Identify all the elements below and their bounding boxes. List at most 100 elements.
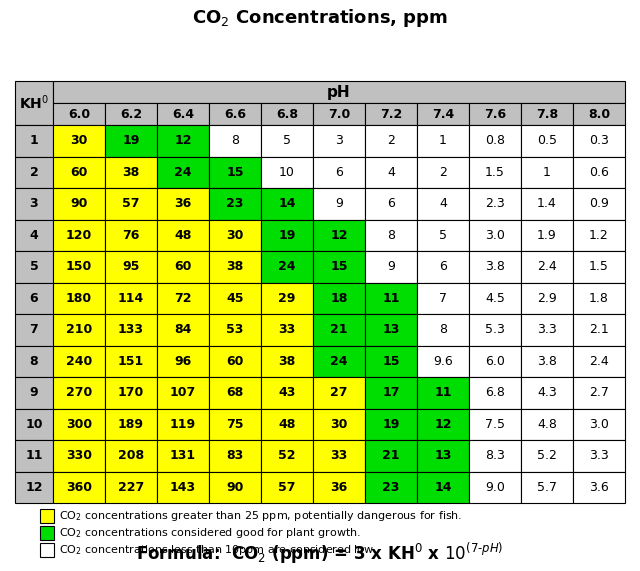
Bar [573,156,625,188]
Bar [521,377,573,408]
Text: 48: 48 [174,229,192,242]
Bar [15,440,53,472]
Bar [209,283,261,314]
Bar [417,440,469,472]
Text: 57: 57 [278,481,296,494]
Text: 6: 6 [387,197,395,210]
Bar [365,125,417,156]
Bar [209,188,261,219]
Text: KH$^0$: KH$^0$ [19,94,49,112]
Bar [105,219,157,251]
Bar [15,408,53,440]
Text: 38: 38 [122,166,140,179]
Bar [469,251,521,283]
Text: 3.0: 3.0 [589,418,609,431]
Bar [417,314,469,345]
Bar [157,188,209,219]
Bar [573,314,625,345]
Bar [469,188,521,219]
Bar [313,251,365,283]
Text: 5: 5 [29,260,38,274]
Text: 8: 8 [439,323,447,336]
Bar [209,345,261,377]
Bar [209,440,261,472]
Bar [469,125,521,156]
Text: 1: 1 [439,134,447,147]
Bar [261,440,313,472]
Bar [365,219,417,251]
Bar [105,314,157,345]
Bar [261,188,313,219]
Text: 8: 8 [29,355,38,368]
Bar [365,314,417,345]
Text: 1.5: 1.5 [485,166,505,179]
Bar [209,377,261,408]
Text: 114: 114 [118,292,144,305]
Bar [261,219,313,251]
Bar [313,283,365,314]
Bar [157,283,209,314]
Bar [417,345,469,377]
Text: 23: 23 [382,481,400,494]
Bar [105,251,157,283]
Bar [40,526,54,540]
Bar [469,103,521,125]
Bar [313,103,365,125]
Bar [469,408,521,440]
Text: 6.0: 6.0 [485,355,505,368]
Text: 9: 9 [335,197,343,210]
Bar [157,103,209,125]
Text: 3.3: 3.3 [589,449,609,463]
Text: 36: 36 [174,197,191,210]
Text: 72: 72 [174,292,192,305]
Text: 5.2: 5.2 [537,449,557,463]
Text: 0.6: 0.6 [589,166,609,179]
Text: 0.3: 0.3 [589,134,609,147]
Bar [313,219,365,251]
Text: 4: 4 [387,166,395,179]
Text: 10: 10 [279,166,295,179]
Bar [15,219,53,251]
Text: 0.9: 0.9 [589,197,609,210]
Bar [313,314,365,345]
Text: 84: 84 [174,323,192,336]
Bar [53,188,105,219]
Bar [105,125,157,156]
Bar [157,377,209,408]
Text: 4.5: 4.5 [485,292,505,305]
Text: 7.8: 7.8 [536,107,558,120]
Bar [417,283,469,314]
Bar [53,283,105,314]
Text: 4.3: 4.3 [537,386,557,399]
Text: 6.8: 6.8 [485,386,505,399]
Bar [105,472,157,503]
Text: 4.8: 4.8 [537,418,557,431]
Text: 2.7: 2.7 [589,386,609,399]
Bar [53,345,105,377]
Text: 7.2: 7.2 [380,107,402,120]
Text: 2.4: 2.4 [589,355,609,368]
Text: 52: 52 [278,449,296,463]
Bar [209,408,261,440]
Text: 180: 180 [66,292,92,305]
Text: 30: 30 [227,229,244,242]
Text: 95: 95 [122,260,140,274]
Text: 11: 11 [435,386,452,399]
Bar [417,156,469,188]
Bar [365,377,417,408]
Text: 5.3: 5.3 [485,323,505,336]
Bar [157,440,209,472]
Bar [53,103,105,125]
Bar [15,125,53,156]
Text: 119: 119 [170,418,196,431]
Text: 38: 38 [278,355,296,368]
Bar [157,408,209,440]
Text: 6.6: 6.6 [224,107,246,120]
Text: 6.4: 6.4 [172,107,194,120]
Bar [417,188,469,219]
Text: 2: 2 [29,166,38,179]
Text: 6.0: 6.0 [68,107,90,120]
Bar [469,440,521,472]
Bar [521,156,573,188]
Bar [209,103,261,125]
